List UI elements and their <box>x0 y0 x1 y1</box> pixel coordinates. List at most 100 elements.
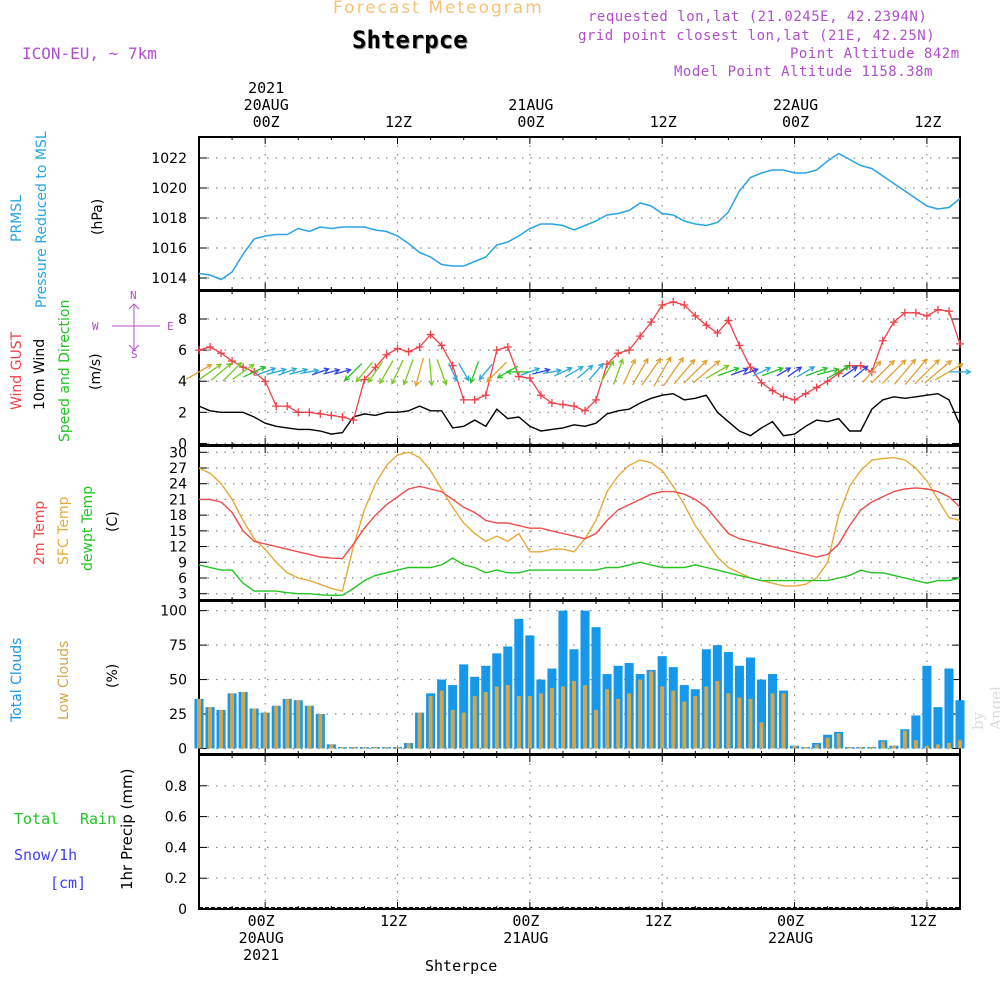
low-cloud-bar <box>858 747 863 749</box>
bottom-time-label-2: 21AUG <box>503 929 548 947</box>
wind-arrow-shaft <box>632 358 649 386</box>
wind-arrow-head <box>206 364 213 370</box>
wind-arrow-head <box>643 357 649 364</box>
wind-arrow-shaft <box>796 366 815 378</box>
y-tick-label: 50 <box>169 673 187 689</box>
wind-arrow-head <box>367 376 374 384</box>
wind-gust-point <box>415 343 424 351</box>
wind-arrow-head <box>587 364 594 371</box>
wind-arrow-head <box>577 366 584 372</box>
wind-gust-point <box>768 386 777 395</box>
low-cloud-bar <box>682 701 687 749</box>
wind-direction-arrow <box>243 365 267 378</box>
wind-gust-point <box>558 400 567 409</box>
y-tick-label: 1022 <box>151 151 187 167</box>
model-label: ICON-EU, ~ 7km <box>22 44 157 63</box>
wind-arrow-shaft <box>662 357 684 387</box>
bottom-time-label-2: 00Z <box>512 912 539 930</box>
wind-arrow-head <box>946 359 953 366</box>
wind-gust-point <box>349 416 358 425</box>
wind-arrow-head <box>965 368 972 375</box>
total-cloud-bar <box>922 665 932 749</box>
wind-arrow-shaft <box>673 359 695 385</box>
wind-direction-arrow <box>622 358 636 385</box>
wind-gust-point <box>956 339 964 348</box>
wind-direction-arrow <box>198 363 223 381</box>
wind-arrow-head <box>555 368 563 374</box>
wind-arrow-shaft <box>542 369 562 375</box>
low-cloud-bar <box>230 693 235 749</box>
wind-direction-arrow <box>742 367 760 376</box>
wind-direction-arrow <box>334 367 352 375</box>
wind-arrow-head <box>809 366 816 372</box>
y-tick-label: 0 <box>178 902 187 918</box>
low-cloud-bar <box>869 747 874 749</box>
y-tick-label: 2 <box>178 405 187 421</box>
low-cloud-bar <box>329 744 334 749</box>
wind-arrow-shaft <box>334 369 351 375</box>
wind-arrow-shaft <box>914 359 940 385</box>
wind-arrow-shaft <box>323 369 340 375</box>
wind-arrow-shaft <box>198 363 222 381</box>
y-tick-label: 6 <box>178 571 187 587</box>
wind-arrow-head <box>313 368 320 374</box>
wind-gust-point <box>272 402 281 411</box>
low-cloud-bar <box>594 709 599 749</box>
wind-arrow-shaft <box>934 363 963 381</box>
wind-arrow-head <box>765 366 772 373</box>
total-cloud-bar <box>911 715 921 749</box>
wind-arrow-shaft <box>577 365 593 379</box>
wind-arrow-shaft <box>742 368 758 376</box>
wind-direction-arrow <box>828 365 850 379</box>
wind-direction-arrow <box>862 360 882 383</box>
wind-arrow-shaft <box>842 366 858 378</box>
wind-arrow-shaft <box>415 357 424 386</box>
wind-arrow-head <box>862 365 869 372</box>
wind-arrow-head <box>442 379 448 386</box>
top-time-label-4: 22AUG <box>773 96 818 114</box>
wind-arrow-head <box>910 358 917 365</box>
y-tick-label: 0.6 <box>165 810 187 826</box>
wind-direction-arrow <box>949 368 972 375</box>
low-cloud-bar <box>197 698 201 749</box>
wind-direction-arrow <box>428 358 435 387</box>
wind-arrow-head <box>215 363 223 370</box>
wind-direction-arrow <box>600 359 615 384</box>
wind-direction-arrow <box>436 359 448 386</box>
wind-gust-point <box>790 395 799 404</box>
low-cloud-bar <box>483 691 488 749</box>
y-tick-label: 15 <box>169 524 187 540</box>
wind-gust-point <box>823 377 832 386</box>
wind-arrow-shaft <box>458 363 470 381</box>
low-cloud-bar <box>417 712 422 749</box>
wind-gust-point <box>206 343 215 351</box>
wind-direction-arrow <box>391 359 404 385</box>
location-title: Shterpce <box>352 26 468 54</box>
low-cloud-bar <box>340 747 345 749</box>
wind-arrow-shaft <box>853 365 868 379</box>
wind-gust-point <box>669 297 678 306</box>
y-tick-label: 8 <box>178 312 187 328</box>
wind-arrow-shaft <box>904 358 927 385</box>
wind-arrow-head <box>689 358 696 365</box>
wind-gust-point <box>338 413 347 421</box>
low-cloud-bar <box>472 696 477 749</box>
wind-gust-point <box>195 346 203 355</box>
wind-arrow-head <box>464 375 470 382</box>
wind-arrow-shaft <box>300 369 319 375</box>
wind-arrow-shaft <box>683 360 708 384</box>
wind-direction-arrow <box>904 358 928 385</box>
wind-arrow-head <box>225 362 233 369</box>
low-cloud-bar <box>285 698 290 749</box>
wind-arrow-shaft <box>881 359 906 385</box>
grid-point-coords: grid point closest lon,lat (21E, 42.25N) <box>578 28 936 44</box>
wind-direction-arrow <box>796 366 816 378</box>
wind-direction-arrow <box>641 357 662 386</box>
top-time-label-0: 2021 <box>248 79 284 97</box>
wind-direction-arrow <box>458 363 470 382</box>
total-cloud-bar <box>459 664 469 749</box>
low-cloud-bar <box>516 696 521 749</box>
wind-arrow-shaft <box>612 359 624 385</box>
wind-arrow-head <box>291 367 298 373</box>
wind-direction-arrow <box>673 358 696 385</box>
